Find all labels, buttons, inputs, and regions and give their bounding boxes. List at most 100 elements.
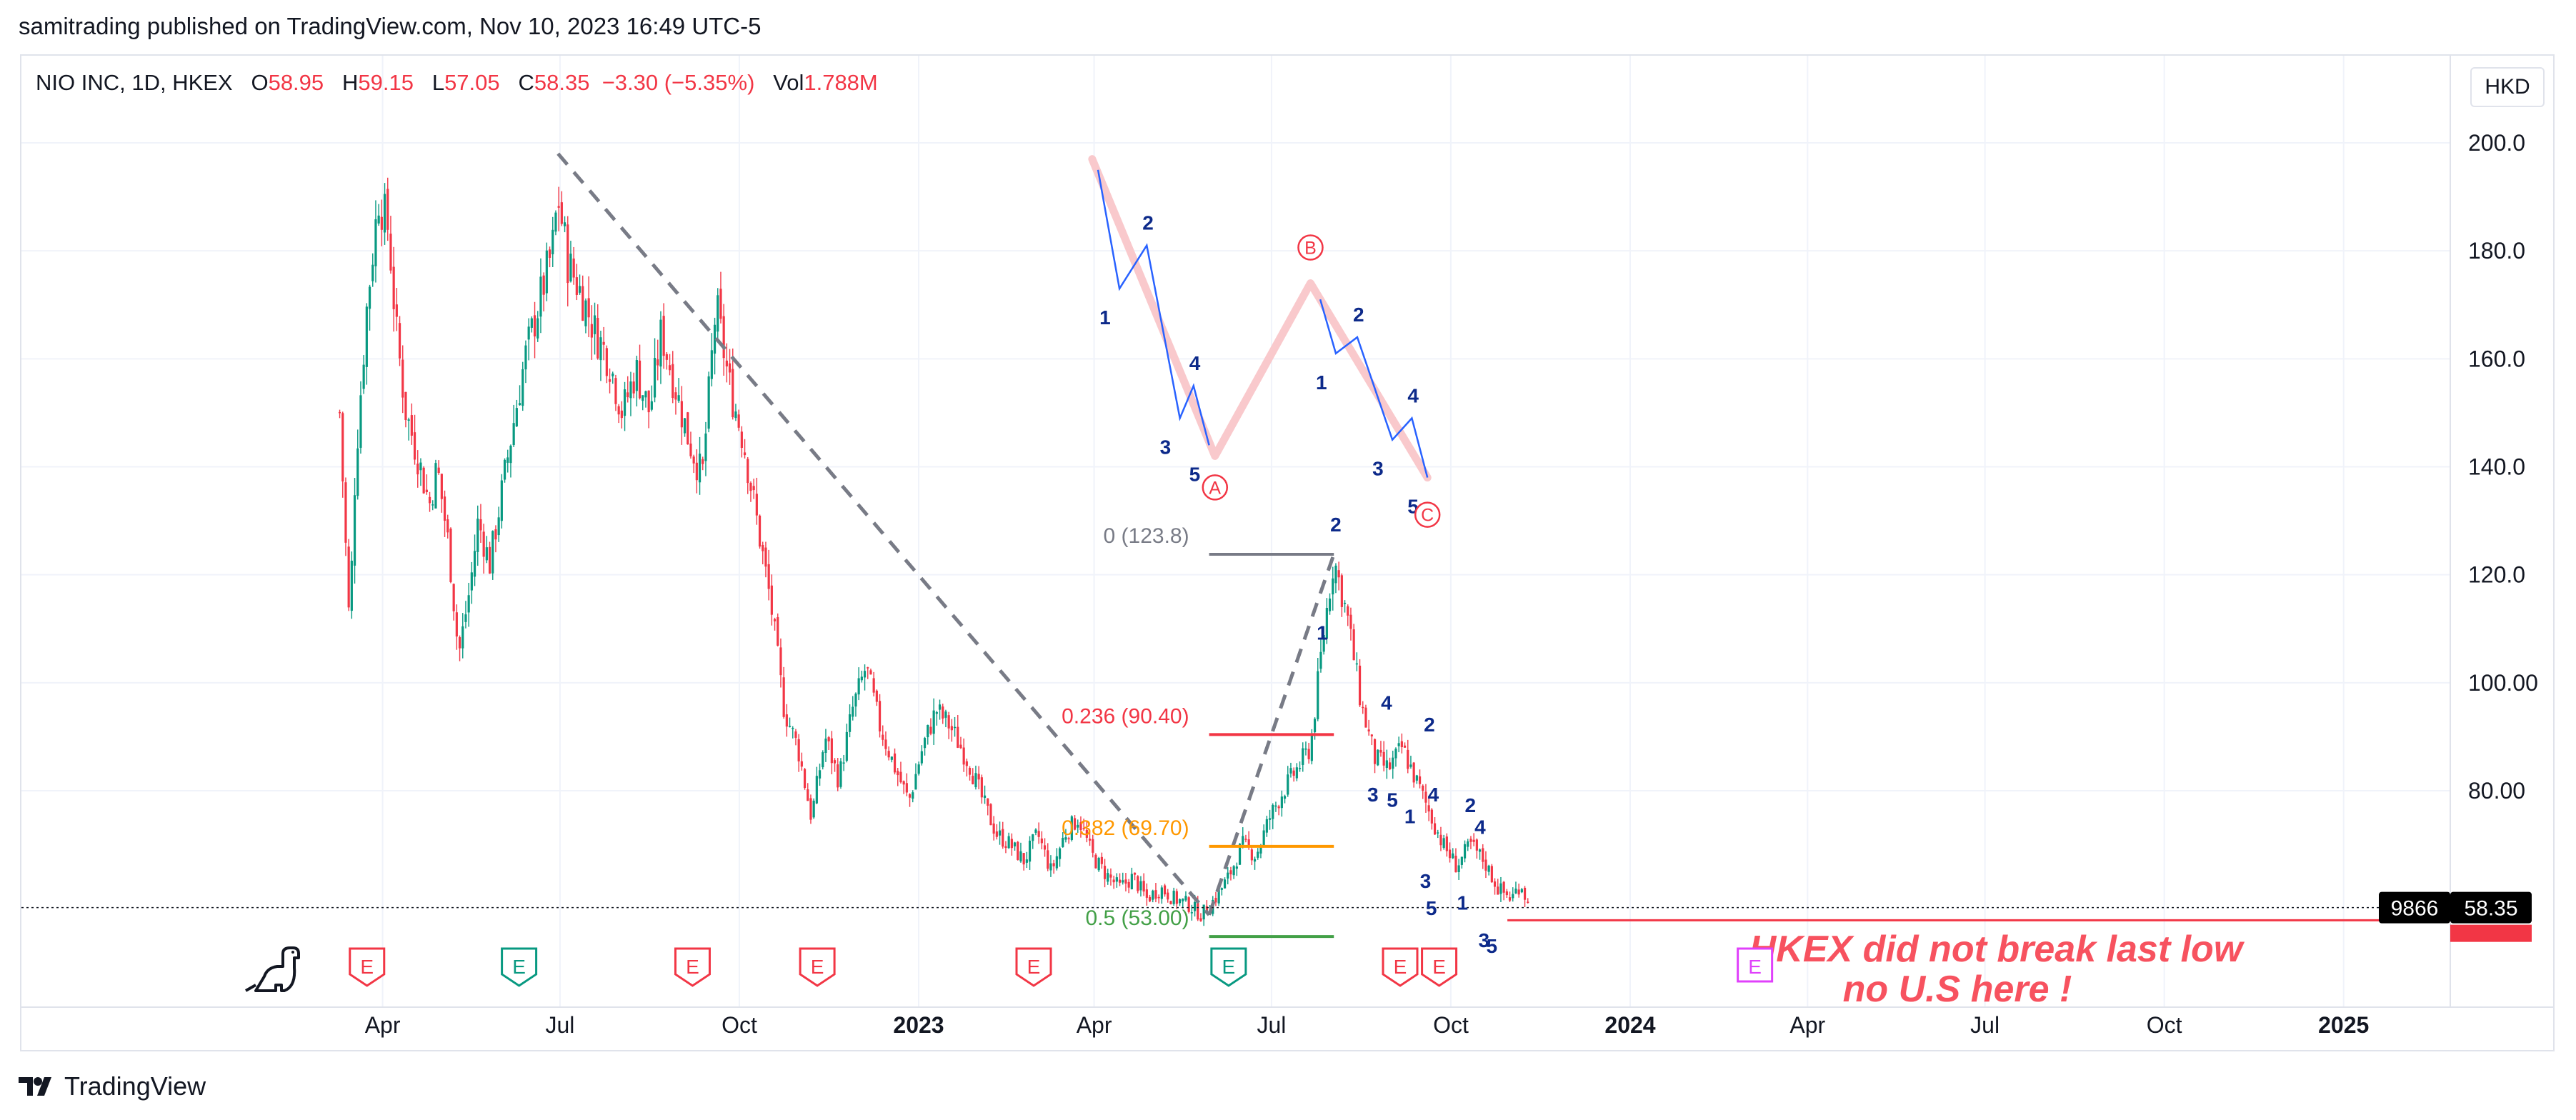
candle-body <box>1022 853 1025 865</box>
candle-body <box>467 595 470 613</box>
candle-body <box>1362 706 1364 709</box>
candle-body <box>1397 743 1400 746</box>
earnings-marker[interactable]: E <box>1382 947 1419 987</box>
candle-body <box>596 318 599 359</box>
candle-body <box>882 734 884 740</box>
open-label: O <box>251 70 269 95</box>
wave-label: 2 <box>1353 304 1364 326</box>
earnings-marker[interactable]: E <box>1737 947 1774 983</box>
earnings-badge <box>501 947 538 987</box>
candle-body <box>1385 760 1388 768</box>
candle-body <box>1422 785 1424 791</box>
earnings-marker[interactable]: E <box>349 947 386 987</box>
candle-body <box>1298 768 1302 769</box>
candle-body <box>1457 865 1460 872</box>
earnings-marker[interactable]: E <box>799 947 836 987</box>
candle-body <box>1235 866 1238 869</box>
candle-body <box>1175 891 1178 904</box>
candle-body <box>380 216 383 230</box>
candle-body <box>1028 840 1032 862</box>
candle-body <box>530 318 533 328</box>
candle-body <box>1118 879 1122 883</box>
candle-body <box>1157 896 1160 899</box>
candle-body <box>1379 749 1382 753</box>
candle-body <box>347 546 350 608</box>
wave-label: 3 <box>1367 784 1379 806</box>
wave-label: 5 <box>1486 935 1497 957</box>
tradingview-logo[interactable]: TradingView <box>19 1071 206 1101</box>
candle-body <box>356 448 359 496</box>
candle-body <box>1292 770 1295 776</box>
candle-body <box>1062 837 1064 847</box>
candle-body <box>1437 832 1439 834</box>
earnings-marker[interactable]: E <box>1210 947 1247 987</box>
candle-body <box>359 395 362 448</box>
candle-body <box>822 752 824 768</box>
candle-body <box>965 761 968 766</box>
candle-body <box>1034 829 1037 833</box>
open-value: 58.95 <box>268 70 324 95</box>
candle-body <box>1043 845 1047 850</box>
earnings-marker[interactable]: E <box>1421 947 1458 987</box>
candle-body <box>1373 739 1377 764</box>
candle-body <box>590 324 593 338</box>
candle-body <box>542 275 545 295</box>
candle-body <box>764 547 767 567</box>
candle-body <box>785 714 788 727</box>
candle-body <box>797 739 800 761</box>
time-tick-label: Jul <box>1970 1012 2000 1038</box>
candle-body <box>1199 918 1202 921</box>
candle-body <box>815 776 818 804</box>
candle-body <box>1502 881 1505 893</box>
price-tick-label: 200.0 <box>2468 130 2525 156</box>
candle-body <box>1388 762 1392 770</box>
symbol-label[interactable]: NIO INC, 1D, HKEX <box>36 70 233 95</box>
candle-body <box>972 776 974 784</box>
candle-body <box>867 667 869 669</box>
candle-body <box>1277 806 1280 809</box>
candle-body <box>386 189 389 230</box>
candle-body <box>717 295 719 332</box>
currency-button[interactable]: HKD <box>2470 67 2545 107</box>
candle-body <box>1469 839 1472 842</box>
candle-body <box>1325 608 1328 639</box>
candle-body <box>728 363 732 373</box>
candle-body <box>1067 838 1070 839</box>
candle-body <box>1407 749 1409 769</box>
price-tick-label: 100.00 <box>2468 670 2538 696</box>
candle-body <box>485 547 488 561</box>
earnings-marker[interactable]: E <box>1015 947 1052 987</box>
candle-body <box>1472 839 1475 842</box>
close-label: C <box>518 70 534 95</box>
time-tick-label: Jul <box>1257 1012 1286 1038</box>
candle-body <box>917 764 920 774</box>
candle-body <box>860 676 863 681</box>
wave-label: 2 <box>1142 212 1154 234</box>
candle-body <box>725 360 728 366</box>
candle-body <box>852 706 854 717</box>
candle-body <box>848 714 852 732</box>
candle-body <box>1112 879 1115 883</box>
candle-body <box>1092 839 1094 853</box>
candle-body <box>395 304 398 317</box>
time-tick-label: 2025 <box>2318 1012 2369 1038</box>
earnings-marker[interactable]: E <box>674 947 711 987</box>
wave-label: 2 <box>1330 514 1342 536</box>
candle-body <box>647 390 650 413</box>
candle-body <box>626 392 629 398</box>
chart-pane[interactable] <box>20 54 2555 1051</box>
candle-body <box>563 222 566 226</box>
earnings-badge <box>1421 947 1458 987</box>
earnings-marker[interactable]: E <box>501 947 538 987</box>
candle-body <box>833 760 837 764</box>
candle-body <box>1403 745 1407 748</box>
candle-body <box>995 831 998 837</box>
abc-correction-line <box>1088 155 1432 482</box>
candle-body <box>1289 768 1292 774</box>
fib-level-label: 0.382 (69.70) <box>1062 816 1189 840</box>
candle-body <box>1088 839 1092 841</box>
candle-body <box>827 737 830 741</box>
candle-body <box>413 432 416 460</box>
